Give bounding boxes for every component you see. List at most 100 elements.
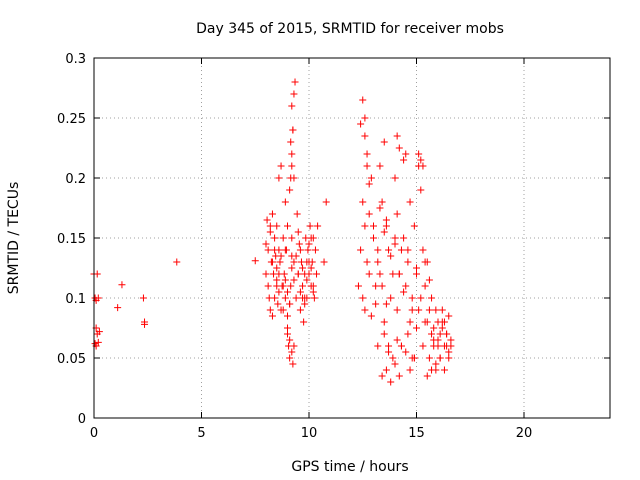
data-point [314,222,322,230]
data-point [443,342,451,350]
data-point [301,300,309,308]
data-point [380,330,388,338]
x-tick-label: 20 [516,426,533,441]
data-point [408,294,416,302]
data-point [391,174,399,182]
data-point [273,222,281,230]
data-point [287,282,295,290]
y-tick-label: 0.25 [57,112,86,127]
data-point [428,330,436,338]
data-point [286,300,294,308]
data-point [447,336,455,344]
data-point [393,210,401,218]
data-point [432,306,440,314]
data-point [404,258,412,266]
data-point [402,348,410,356]
data-point [361,306,369,314]
data-point [277,162,285,170]
data-point [311,246,319,254]
data-point [305,270,313,278]
data-point [139,294,147,302]
data-point [361,222,369,230]
data-point [281,276,289,284]
chart-title: Day 345 of 2015, SRMTID for receiver mob… [196,21,504,37]
data-point [393,306,401,314]
data-point [430,336,438,344]
data-point [395,270,403,278]
data-point [430,324,438,332]
data-point [438,306,446,314]
data-point [313,270,321,278]
data-point [408,306,416,314]
data-point [288,150,296,158]
data-point [380,228,388,236]
data-point [296,288,304,296]
data-point [370,222,377,230]
data-point [402,150,410,158]
data-point [277,252,285,260]
data-point [290,276,298,284]
data-point [376,204,384,212]
data-point [428,366,436,374]
data-point [141,320,149,328]
data-point [290,342,298,350]
data-point [287,138,295,146]
data-point [419,246,427,254]
data-point [434,342,442,350]
data-point [279,282,287,290]
data-point [275,288,283,296]
data-point [395,144,403,152]
data-point [378,198,386,206]
y-tick-label: 0.1 [65,292,86,307]
data-point [367,174,375,182]
data-point [305,240,313,248]
data-point [251,257,259,265]
data-point [428,294,436,302]
data-point [425,306,433,314]
data-point [322,198,330,206]
data-point [263,216,271,224]
y-tick-label: 0 [78,412,86,427]
data-point [354,282,362,290]
data-point [288,348,296,356]
data-point [406,198,414,206]
data-point [93,270,101,278]
data-point [391,234,399,242]
x-axis-label: GPS time / hours [291,459,408,475]
data-point [423,372,431,380]
data-point [404,330,412,338]
data-point [419,342,427,350]
data-point [363,258,371,266]
data-point [290,258,298,266]
data-point [440,366,448,374]
data-point [370,234,377,242]
data-point [415,150,423,158]
data-point [385,342,393,350]
data-point [363,162,371,170]
axis-ticks: 0 5 10 15 20 0 0.05 0.1 0.15 0.2 0.25 0.3 [57,52,610,441]
data-point [438,318,446,326]
data-points [90,78,455,386]
data-point [287,174,295,182]
data-point [408,354,416,362]
data-point [320,258,328,266]
data-point [293,210,301,218]
data-point [306,222,314,230]
data-point [289,360,297,368]
y-tick-label: 0.3 [65,52,86,67]
data-point [286,186,294,194]
plot-frame [93,57,611,419]
data-point [284,324,291,332]
data-point [118,281,126,289]
data-point [266,222,274,230]
data-point [406,366,414,374]
data-point [376,162,384,170]
x-tick-label: 15 [408,426,425,441]
data-point [264,246,272,254]
data-point [400,156,408,164]
data-point [288,162,296,170]
data-point [94,294,102,302]
y-tick-label: 0.2 [65,172,86,187]
data-point [413,270,420,278]
data-point [273,264,281,272]
